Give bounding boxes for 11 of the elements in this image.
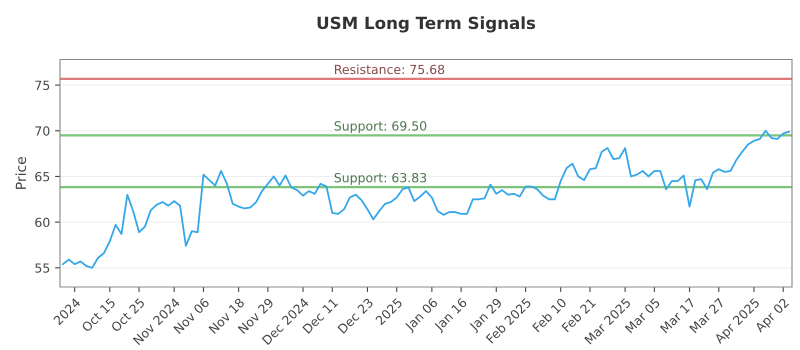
x-tick-label: Dec 23 xyxy=(337,298,374,334)
y-tick-label: 75 xyxy=(35,80,50,90)
ref-line-label: Support: 69.50 xyxy=(334,121,426,134)
chart-title: USM Long Term Signals xyxy=(318,16,536,33)
ref-line-label: Resistance: 75.68 xyxy=(334,64,444,74)
y-tick-label: 60 xyxy=(35,218,50,228)
y-tick-label: 65 xyxy=(35,172,50,182)
y-tick-label: 55 xyxy=(35,263,50,273)
ref-line-label: Support: 63.83 xyxy=(334,172,426,185)
y-axis-title: Price xyxy=(15,157,26,189)
y-tick-label: 70 xyxy=(35,126,50,136)
